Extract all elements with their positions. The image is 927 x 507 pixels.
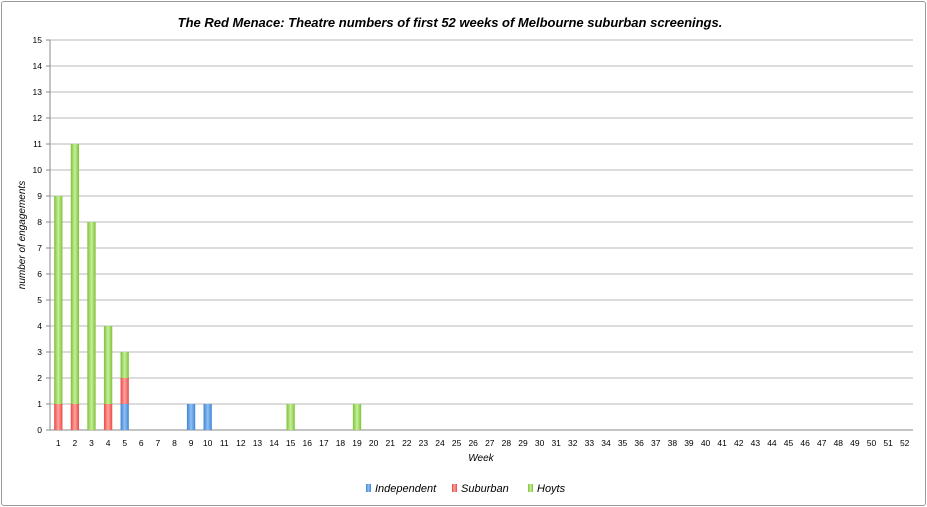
legend-label-hoyts: Hoyts — [537, 483, 566, 495]
x-tick-label: 1 — [56, 438, 61, 448]
x-tick-label: 20 — [369, 438, 379, 448]
legend-swatch-hoyts — [528, 484, 533, 492]
x-tick-label: 6 — [139, 438, 144, 448]
x-tick-label: 10 — [203, 438, 213, 448]
x-tick-label: 43 — [751, 438, 761, 448]
x-tick-label: 29 — [518, 438, 528, 448]
y-tick-label: 0 — [37, 425, 42, 435]
legend: Independent Suburban Hoyts — [366, 483, 566, 495]
x-axis-label: Week — [468, 453, 494, 464]
bar-independent-week-9 — [186, 404, 196, 430]
y-tick-label: 6 — [37, 269, 42, 279]
x-tick-label: 34 — [601, 438, 611, 448]
x-tick-label: 40 — [701, 438, 711, 448]
y-tick-label: 11 — [33, 139, 42, 149]
x-tick-label: 2 — [73, 438, 78, 448]
bars — [54, 144, 362, 430]
x-tick-label: 5 — [122, 438, 127, 448]
x-tick-label: 38 — [668, 438, 678, 448]
x-tick-label: 42 — [734, 438, 744, 448]
bar-hoyts-week-1 — [54, 196, 63, 404]
x-tick-label: 8 — [172, 438, 177, 448]
x-tick-label: 19 — [352, 438, 362, 448]
y-tick-label: 9 — [37, 191, 42, 201]
x-tick-label: 9 — [189, 438, 194, 448]
y-tick-label: 8 — [37, 217, 42, 227]
bar-independent-week-5 — [120, 404, 129, 430]
y-tick-label: 7 — [37, 243, 42, 253]
x-tick-label: 23 — [419, 438, 429, 448]
bar-suburban-week-2 — [70, 404, 80, 430]
y-tick-label: 15 — [33, 35, 43, 45]
x-tick-label: 11 — [220, 438, 229, 448]
x-tick-label: 24 — [435, 438, 445, 448]
x-tick-label: 4 — [106, 438, 111, 448]
x-tick-label: 15 — [286, 438, 296, 448]
x-tick-label: 35 — [618, 438, 628, 448]
legend-swatch-suburban — [452, 484, 457, 492]
x-tick-label: 14 — [269, 438, 279, 448]
legend-swatch-independent — [366, 484, 371, 492]
x-tick-label: 31 — [551, 438, 561, 448]
x-tick-label: 44 — [767, 438, 777, 448]
bar-hoyts-week-3 — [87, 222, 96, 430]
y-tick-label: 13 — [33, 87, 43, 97]
x-tick-label: 22 — [402, 438, 412, 448]
x-tick-label: 47 — [817, 438, 827, 448]
x-tick-label: 36 — [634, 438, 644, 448]
y-axis-label: number of engagements — [17, 181, 28, 289]
x-tick-label: 45 — [784, 438, 794, 448]
x-tick-label: 48 — [834, 438, 844, 448]
x-tick-label: 12 — [236, 438, 246, 448]
x-tick-label: 13 — [253, 438, 263, 448]
x-tick-label: 30 — [535, 438, 545, 448]
x-tick-label: 3 — [89, 438, 94, 448]
y-tick-label: 10 — [33, 165, 43, 175]
y-tick-label: 12 — [33, 113, 43, 123]
x-tick-label: 25 — [452, 438, 462, 448]
x-tick-label: 17 — [319, 438, 329, 448]
bar-independent-week-10 — [203, 404, 212, 430]
y-tick-label: 1 — [37, 399, 42, 409]
x-tick-label: 49 — [850, 438, 860, 448]
bar-hoyts-week-19 — [352, 404, 362, 430]
legend-label-independent: Independent — [375, 483, 437, 495]
x-tick-label: 52 — [900, 438, 910, 448]
bar-suburban-week-5 — [120, 378, 129, 404]
bar-hoyts-week-5 — [120, 352, 129, 378]
x-tick-label: 50 — [867, 438, 877, 448]
x-tick-label: 46 — [800, 438, 810, 448]
x-axis-ticks: 1 2 3 4 5 6 7 8 9 10 11 12 13 14 15 16 17 18 19 20 21 22 23 24 2… — [56, 438, 910, 448]
gridlines — [46, 39, 913, 431]
bar-hoyts-week-15 — [286, 404, 295, 430]
y-tick-label: 4 — [37, 321, 42, 331]
bar-hoyts-week-4 — [103, 326, 113, 404]
x-tick-label: 41 — [717, 438, 727, 448]
chart-title: The Red Menace: Theatre numbers of first… — [178, 15, 723, 30]
y-tick-label: 2 — [37, 373, 42, 383]
y-tick-label: 14 — [33, 61, 43, 71]
x-tick-label: 28 — [502, 438, 512, 448]
y-tick-label: 3 — [37, 347, 42, 357]
x-tick-label: 33 — [585, 438, 595, 448]
bar-suburban-week-1 — [54, 404, 63, 430]
y-tick-label: 5 — [37, 295, 42, 305]
x-tick-label: 21 — [385, 438, 395, 448]
x-tick-label: 39 — [684, 438, 694, 448]
x-tick-label: 7 — [156, 438, 161, 448]
x-tick-label: 16 — [303, 438, 313, 448]
bar-suburban-week-4 — [103, 404, 113, 430]
x-tick-label: 32 — [568, 438, 578, 448]
x-tick-label: 37 — [651, 438, 661, 448]
x-tick-label: 51 — [883, 438, 893, 448]
legend-label-suburban: Suburban — [461, 483, 509, 495]
x-tick-label: 18 — [336, 438, 346, 448]
bar-hoyts-week-2 — [70, 144, 80, 404]
x-tick-label: 27 — [485, 438, 495, 448]
x-tick-label: 26 — [468, 438, 478, 448]
